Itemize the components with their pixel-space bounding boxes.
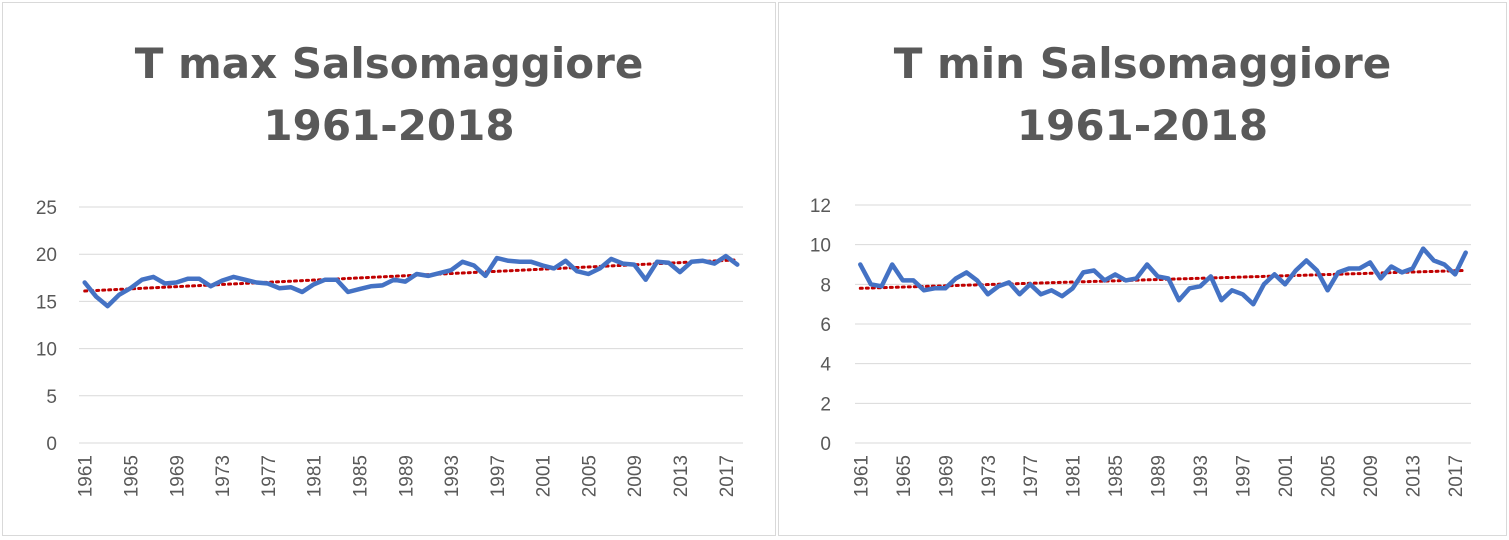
tmax-x-tick-label: 2005 xyxy=(579,455,600,497)
tmin-y-tick-label: 2 xyxy=(820,394,831,415)
tmin-x-tick-label: 1961 xyxy=(851,455,872,497)
tmax-line-chart: 0 5 10 15 20 25 1961 1965 1969 1973 1977 1981 1985 19… xyxy=(36,198,743,497)
tmax-x-tick-label: 1977 xyxy=(259,455,280,497)
tmin-x-tick-label: 1985 xyxy=(1106,455,1127,497)
tmin-x-tick-label: 1989 xyxy=(1149,455,1170,497)
tmin-series-line xyxy=(858,246,1468,307)
tmin-x-tick-label: 1981 xyxy=(1064,455,1085,497)
tmax-x-tick-label: 2009 xyxy=(625,455,646,497)
tmin-line-chart: 0 2 4 6 8 10 12 1961 1965 1969 1973 1977 1981 1985 198… xyxy=(810,196,1471,497)
tmin-x-tick-label: 1965 xyxy=(894,455,915,497)
tmax-x-tick-label: 2017 xyxy=(717,455,738,497)
tmax-y-tick-label: 20 xyxy=(36,245,57,266)
tmax-x-tick-label: 1973 xyxy=(213,455,234,497)
tmax-x-tick-label: 2001 xyxy=(534,455,555,497)
tmin-y-tick-label: 12 xyxy=(810,196,831,217)
tmin-x-tick-label: 1969 xyxy=(936,455,957,497)
tmax-y-tick-label: 10 xyxy=(36,340,57,361)
tmin-y-tick-label: 0 xyxy=(820,434,831,455)
tmax-chart-panel: T max Salsomaggiore 1961-2018 0 5 10 15 20 25… xyxy=(2,2,776,536)
tmin-x-tick-label: 2001 xyxy=(1276,455,1297,497)
tmin-x-tick-label: 2005 xyxy=(1319,455,1340,497)
tmax-y-tick-label: 0 xyxy=(46,434,57,455)
tmax-y-tick-label: 5 xyxy=(46,387,57,408)
tmax-x-tick-label: 2013 xyxy=(671,455,692,497)
tmin-x-tick-label: 1977 xyxy=(1021,455,1042,497)
tmin-y-tick-label: 6 xyxy=(820,315,831,336)
tmin-x-tick-label: 2017 xyxy=(1446,455,1467,497)
tmin-x-tick-label: 1997 xyxy=(1234,455,1255,497)
tmax-title-line1: T max Salsomaggiore xyxy=(134,39,644,88)
tmax-x-tick-label: 1965 xyxy=(122,455,143,497)
tmax-x-tick-label: 1997 xyxy=(488,455,509,497)
tmin-chart-title: T min Salsomaggiore 1961-2018 xyxy=(779,33,1506,157)
tmax-series-line xyxy=(82,253,740,309)
tmin-y-tick-label: 8 xyxy=(820,275,831,296)
tmax-x-tick-label: 1993 xyxy=(442,455,463,497)
tmax-title-line2: 1961-2018 xyxy=(263,101,515,150)
tmax-x-tick-label: 1969 xyxy=(167,455,188,497)
tmax-x-tick-label: 1981 xyxy=(305,455,326,497)
tmin-x-tick-label: 1993 xyxy=(1191,455,1212,497)
tmax-y-tick-label: 25 xyxy=(36,198,57,219)
tmax-x-tick-label: 1961 xyxy=(76,455,97,497)
tmax-x-tick-label: 1985 xyxy=(350,455,371,497)
tmin-y-tick-label: 10 xyxy=(810,236,831,257)
tmax-chart-title: T max Salsomaggiore 1961-2018 xyxy=(3,33,775,157)
tmin-title-line2: 1961-2018 xyxy=(1016,101,1269,150)
tmax-x-tick-label: 1989 xyxy=(396,455,417,497)
tmin-chart-panel: T min Salsomaggiore 1961-2018 0 2 4 6 8 10 12 1… xyxy=(778,2,1507,536)
tmin-x-tick-label: 2013 xyxy=(1404,455,1425,497)
tmin-x-tick-label: 2009 xyxy=(1361,455,1382,497)
tmin-title-line1: T min Salsomaggiore xyxy=(893,39,1392,88)
tmin-y-tick-label: 4 xyxy=(820,355,831,376)
tmax-y-tick-label: 15 xyxy=(36,292,57,313)
tmin-x-tick-label: 1973 xyxy=(979,455,1000,497)
